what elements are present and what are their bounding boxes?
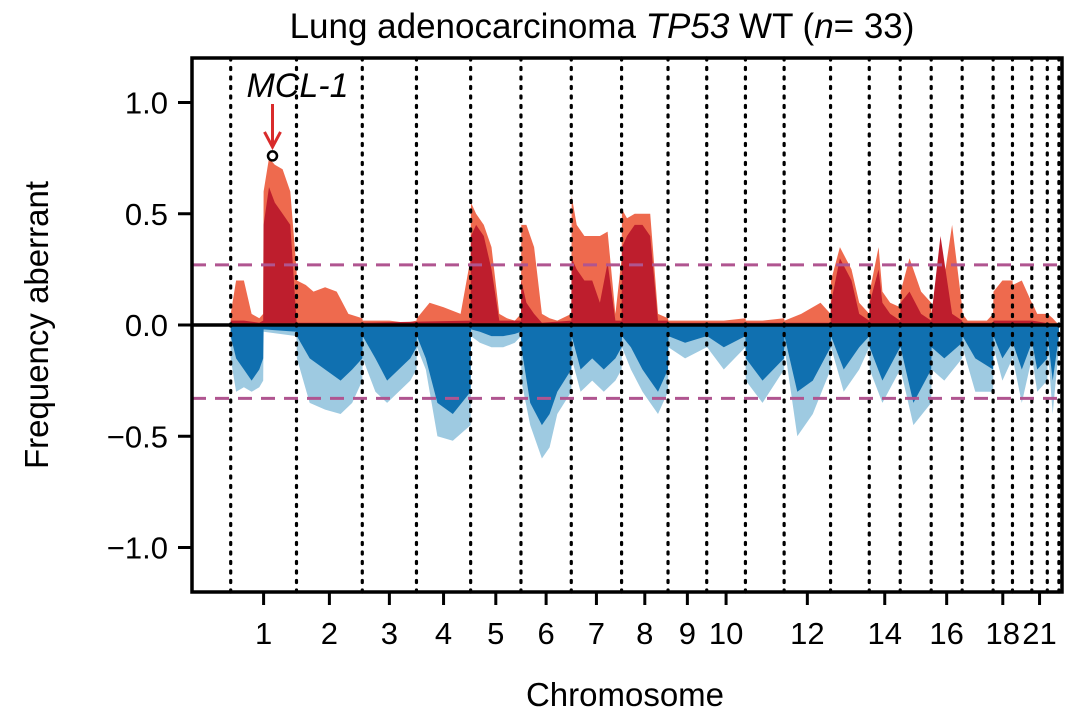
chromosome-label: 4 [435,616,452,651]
area-series-group [230,158,1059,459]
loss-area-dark [230,325,1059,426]
chromosome-label: 8 [636,616,653,651]
y-tick-label: 0.0 [125,308,168,343]
y-tick-label: 1.0 [125,86,168,121]
chromosome-label: 5 [487,616,504,651]
y-axis: 1.0 0.5 0.0 −0.5 −1.0 [107,86,192,566]
chart-title: Lung adenocarcinoma TP53 WT (n= 33) [290,7,915,46]
chromosome-label: 1 [255,616,272,651]
mcl1-annotation: MCL-1 [246,67,349,162]
x-axis-label: Chromosome [526,676,724,713]
y-tick-label: −0.5 [107,419,168,454]
gain-area-dark [230,187,1059,325]
x-axis: 1 2 3 4 5 6 7 8 9 10 12 14 16 18 21 [255,592,1057,651]
chromosome-label: 21 [1022,616,1056,651]
chromosome-label: 7 [588,616,605,651]
annotation-point-marker [266,150,279,162]
chromosome-label: 9 [679,616,696,651]
chromosome-label: 3 [381,616,398,651]
chromosome-label: 10 [709,616,743,651]
y-tick-label: −1.0 [107,531,168,566]
chromosome-label: 12 [790,616,824,651]
annotation-arrow-head [263,131,282,151]
y-tick-label: 0.5 [125,197,168,232]
threshold-lines [192,263,1062,400]
annotation-label: MCL-1 [246,67,348,105]
chromosome-label: 18 [986,616,1020,651]
chromosome-label: 16 [929,616,963,651]
chromosome-label: 6 [537,616,554,651]
chromosome-label: 2 [321,616,338,651]
chromosome-label: 14 [868,616,902,651]
y-axis-label: Frequency aberrant [18,181,55,469]
